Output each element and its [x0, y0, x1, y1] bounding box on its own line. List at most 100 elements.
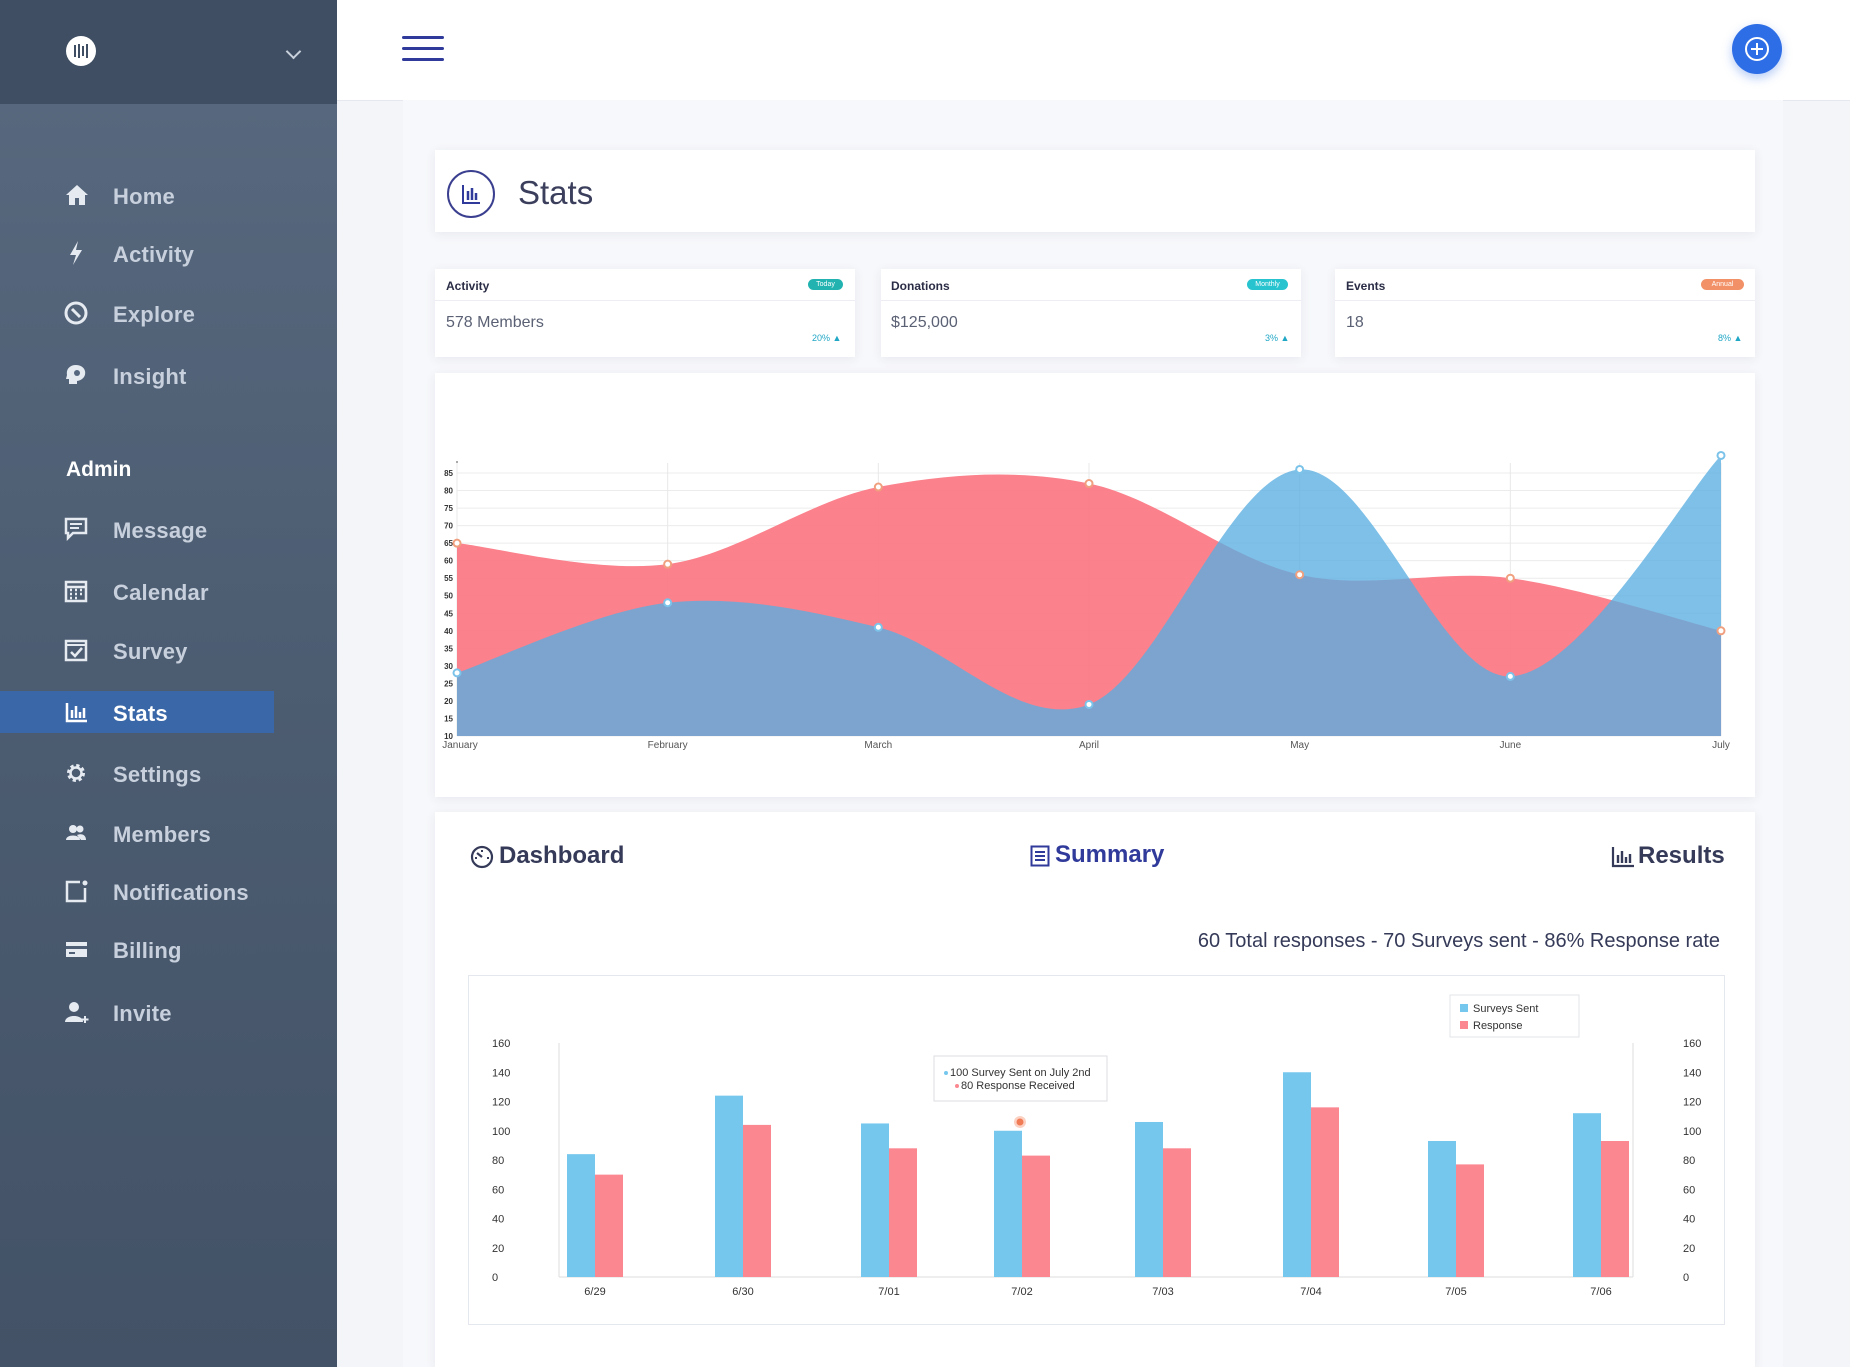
- x-tick-label: February: [648, 740, 688, 751]
- y-tick-label: 70: [444, 522, 453, 531]
- series-area-2: [457, 455, 1721, 736]
- x-tick-label: 6/30: [732, 1286, 753, 1298]
- tab-label: Dashboard: [499, 842, 625, 869]
- data-point: [452, 538, 462, 548]
- kpi-badge: Monthly: [1247, 279, 1288, 290]
- head-insight-icon: [66, 365, 86, 384]
- y-tick-label: 65: [444, 539, 453, 548]
- y-tick-label-left: 80: [492, 1155, 504, 1167]
- tab-label: Results: [1638, 842, 1725, 869]
- x-tick-label: 7/02: [1011, 1286, 1032, 1298]
- x-tick-label: 6/29: [584, 1286, 605, 1298]
- home-icon: [66, 185, 88, 205]
- users-icon: [66, 825, 86, 840]
- bar-response: [889, 1148, 917, 1277]
- sidebar-item-label: Activity: [113, 242, 195, 267]
- tab-summary[interactable]: Summary: [1030, 841, 1180, 871]
- kpi-badge: Annual: [1701, 279, 1744, 290]
- sidebar-item-members[interactable]: Members: [0, 812, 274, 854]
- bar-surveys-sent: [1135, 1121, 1163, 1277]
- y-tick-label-left: 0: [492, 1272, 498, 1284]
- app-logo[interactable]: [66, 36, 96, 66]
- notification-icon: [65, 880, 88, 903]
- sidebar-item-label: Invite: [113, 1001, 172, 1026]
- y-tick-label: 80: [444, 487, 453, 496]
- bar-surveys-sent: [567, 1154, 595, 1277]
- gear-icon: [67, 764, 85, 782]
- y-tick-label: 20: [444, 697, 453, 706]
- credit-card-icon: [66, 942, 87, 957]
- y-tick-label-right: 20: [1683, 1243, 1695, 1255]
- kpi-card-donations: [881, 269, 1301, 357]
- y-tick-label-right: 60: [1683, 1184, 1695, 1196]
- tooltip-box: [933, 1055, 1108, 1102]
- bar-response: [1456, 1164, 1484, 1277]
- sidebar-item-invite[interactable]: Invite: [0, 991, 274, 1033]
- page-title: Stats: [518, 174, 594, 211]
- sidebar-item-billing[interactable]: Billing: [0, 928, 274, 970]
- bar-surveys-sent: [861, 1123, 889, 1277]
- sidebar-item-label: Survey: [113, 639, 188, 664]
- y-tick-label: 45: [444, 609, 453, 618]
- bar-surveys-sent: [1428, 1140, 1456, 1277]
- kpi-badge: Today: [808, 279, 843, 290]
- sidebar-item-survey[interactable]: Survey: [0, 629, 274, 671]
- legend-swatch: [1460, 1021, 1468, 1029]
- sidebar-item-label: Home: [113, 184, 175, 209]
- bar-response: [1022, 1155, 1050, 1277]
- data-point: [1505, 671, 1515, 681]
- kpi-value: 578 Members: [446, 314, 544, 331]
- sidebar-item-insight[interactable]: Insight: [0, 354, 274, 396]
- data-point: [663, 598, 673, 608]
- y-tick-label-left: 120: [492, 1097, 510, 1109]
- sidebar-item-settings[interactable]: Settings: [0, 752, 274, 794]
- sidebar-item-label: Calendar: [113, 580, 209, 605]
- sidebar-item-label: Insight: [113, 364, 187, 389]
- add-user-icon: [65, 1002, 89, 1023]
- bar-response: [595, 1174, 623, 1277]
- y-tick-label: 50: [444, 592, 453, 601]
- sidebar-item-activity[interactable]: Activity: [0, 232, 274, 274]
- sidebar-item-explore[interactable]: Explore: [0, 292, 274, 334]
- data-point: [452, 668, 462, 678]
- kpi-value: $125,000: [891, 314, 958, 331]
- sidebar-item-message[interactable]: Message: [0, 508, 274, 550]
- add-button[interactable]: [1732, 24, 1782, 74]
- sidebar-item-label: Settings: [113, 762, 202, 787]
- x-tick-label: 7/03: [1152, 1286, 1173, 1298]
- bar-surveys-sent: [1283, 1072, 1311, 1277]
- y-tick-label-left: 40: [492, 1214, 504, 1226]
- area-chart: 10 15 20 25 30 35 40 45 50 55 60 65 70 75 80 85 January F…: [442, 450, 1730, 751]
- trend-up-icon: ▲: [1280, 333, 1290, 343]
- sidebar-item-notifications[interactable]: Notifications: [0, 870, 274, 912]
- sidebar-item-calendar[interactable]: Calendar: [0, 570, 274, 612]
- kpi-label: Donations: [891, 279, 950, 293]
- tooltip-dot: [955, 1084, 959, 1088]
- sidebar-item-home[interactable]: Home: [0, 174, 274, 216]
- y-tick-label-left: 20: [492, 1243, 504, 1255]
- y-tick-label-right: 140: [1683, 1067, 1701, 1079]
- page-header: [435, 150, 1755, 232]
- tab-results[interactable]: Results: [1611, 842, 1725, 872]
- tab-dashboard[interactable]: Dashboard: [470, 842, 640, 872]
- bar-chart-icon: [65, 703, 87, 723]
- y-tick-label-left: 160: [492, 1038, 510, 1050]
- data-point: [663, 559, 673, 569]
- sidebar-item-stats[interactable]: Stats: [0, 691, 274, 733]
- sidebar-item-label: Notifications: [113, 880, 249, 905]
- chevron-down-icon[interactable]: [285, 43, 302, 60]
- y-tick-label: 60: [444, 557, 453, 566]
- y-tick-label-right: 0: [1683, 1272, 1689, 1284]
- sidebar: Home Activity Explore Insight Admin Mess…: [0, 0, 337, 1367]
- chart-legend: Surveys Sent Response: [1449, 994, 1580, 1038]
- data-point: [1295, 570, 1305, 580]
- sidebar-item-label: Explore: [113, 302, 196, 327]
- x-tick-label: January: [442, 740, 478, 751]
- trend-up-icon: ▲: [832, 333, 842, 343]
- y-tick-label: 30: [444, 662, 453, 671]
- data-point: [873, 482, 883, 492]
- menu-toggle-icon[interactable]: [402, 36, 444, 64]
- sidebar-header: [0, 0, 337, 104]
- y-tick-label: 10: [444, 732, 453, 741]
- y-tick-label-left: 60: [492, 1184, 504, 1196]
